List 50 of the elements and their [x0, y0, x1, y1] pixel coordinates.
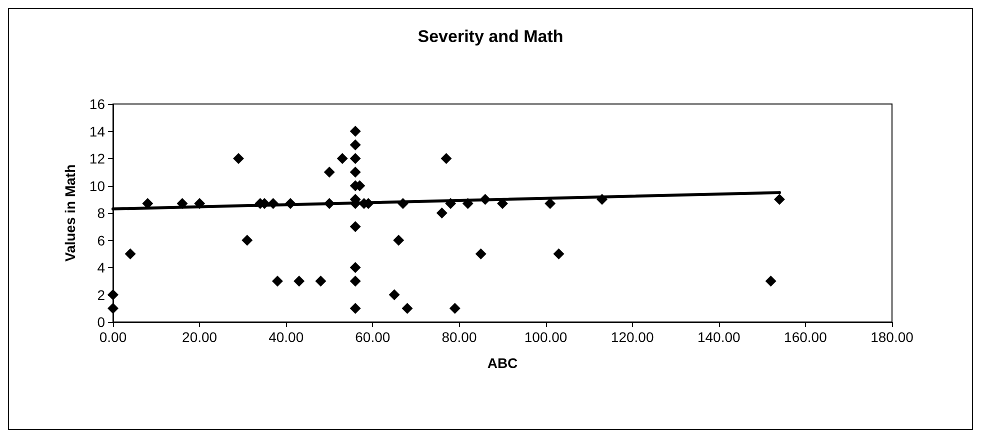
point — [350, 139, 361, 150]
x-tick-label: 100.00 — [524, 329, 568, 345]
x-tick-label: 80.00 — [442, 329, 477, 345]
y-tick-label: 8 — [97, 205, 106, 221]
point — [350, 221, 361, 232]
x-tick-label: 140.00 — [697, 329, 741, 345]
point — [774, 194, 785, 205]
y-tick-label: 0 — [97, 314, 106, 330]
point — [765, 276, 776, 287]
point — [440, 153, 452, 164]
point — [393, 234, 404, 246]
point — [336, 153, 348, 164]
point — [324, 166, 335, 178]
point — [294, 276, 305, 287]
x-tick-label: 20.00 — [182, 329, 218, 345]
point — [553, 248, 564, 260]
y-tick-label: 14 — [89, 123, 106, 140]
point — [242, 234, 253, 246]
point — [388, 289, 400, 300]
x-tick-label: 180.00 — [870, 329, 914, 345]
y-tick-label: 16 — [89, 96, 106, 112]
point — [436, 208, 448, 218]
x-tick-label: 60.00 — [355, 329, 390, 345]
point — [272, 276, 283, 287]
x-tick-label: 160.00 — [784, 329, 828, 345]
point — [108, 302, 118, 314]
x-tick-label: 120.00 — [610, 329, 654, 345]
point — [233, 153, 244, 164]
y-tick-label: 12 — [89, 150, 106, 166]
chart-title: Severity and Math — [418, 27, 564, 46]
x-axis-title: ABC — [487, 355, 518, 371]
point — [350, 302, 361, 314]
point — [475, 248, 486, 260]
x-tick-label: 0.00 — [99, 329, 127, 345]
x-tick-label: 40.00 — [268, 329, 304, 345]
y-axis-title: Values in Math — [62, 164, 78, 262]
point — [350, 166, 361, 178]
point — [402, 302, 413, 314]
point — [315, 276, 326, 287]
point — [350, 276, 361, 287]
y-tick-label: 2 — [97, 286, 106, 303]
point — [124, 248, 136, 260]
y-tick-label: 6 — [97, 232, 106, 248]
point — [350, 126, 361, 137]
point — [350, 262, 361, 273]
point — [350, 153, 361, 164]
point — [108, 289, 118, 300]
point — [449, 302, 460, 314]
y-tick-label: 4 — [97, 260, 106, 276]
y-tick-label: 10 — [89, 178, 106, 194]
